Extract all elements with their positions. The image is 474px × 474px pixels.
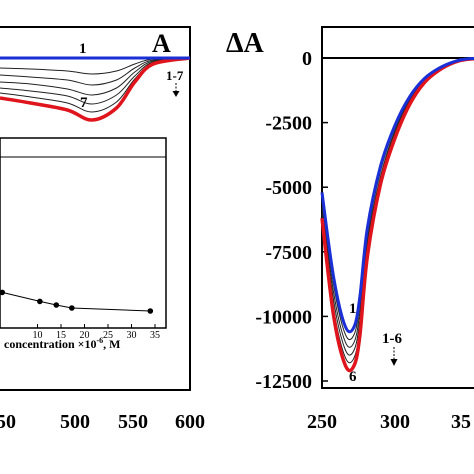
x-tick-label: 550 — [118, 411, 148, 433]
series-5-line — [321, 58, 474, 364]
y-tick-label: -5000 — [265, 177, 312, 199]
change-direction-arrow — [390, 347, 398, 366]
series-3-line — [321, 58, 474, 348]
panel-a-frame — [0, 26, 191, 391]
curve-label-bottom: 7 — [80, 95, 88, 111]
x-tick-label: 300 — [380, 411, 410, 433]
panel-a-series-group — [0, 56, 191, 122]
y-tick-label: -2500 — [265, 113, 312, 135]
series-3-line — [0, 57, 191, 86]
inset-x-axis-label: concentration ×10-6, M — [4, 336, 121, 351]
panel-a: A 1 7 1-7 10 15 20 25 30 35 concentration ×10… — [0, 26, 205, 433]
panel-delta-a-series-group — [320, 56, 474, 373]
inset-x-tick-label: 30 — [127, 330, 137, 341]
series-5-line — [0, 57, 191, 105]
y-tick-label: -7500 — [265, 242, 312, 264]
inset-x-axis-label-unit: , M — [103, 337, 120, 351]
inset-x-ticks: 10 15 20 25 30 35 — [33, 324, 160, 341]
curve-label-bottom: 6 — [349, 369, 357, 385]
inset-data-point — [53, 302, 60, 308]
inset-data-point — [147, 308, 154, 314]
series-4-line — [321, 58, 474, 356]
panel-delta-a-frame — [321, 26, 474, 389]
curve-label-top: 1 — [349, 301, 357, 317]
x-tick-label: 50 — [0, 411, 16, 433]
curve-label-top: 1 — [79, 41, 87, 57]
inset-x-tick-label: 25 — [103, 330, 113, 341]
panel-delta-a-x-ticks: 250 300 35 — [307, 411, 471, 433]
series-4-line — [0, 57, 191, 96]
y-axis-label: ΔA — [226, 28, 265, 59]
x-tick-label: 600 — [175, 411, 205, 433]
panel-a-x-ticks: 50 500 550 600 — [0, 411, 205, 433]
curve-range-label: 1-7 — [166, 68, 184, 83]
series-2-line — [321, 58, 474, 341]
panel-delta-a: ΔA 0-2500-5000-7500-10000-12500 1 6 1-6 … — [226, 26, 474, 433]
curve-range-label: 1-6 — [382, 331, 402, 347]
inset-x-axis-label-exponent: -6 — [97, 336, 104, 345]
x-tick-label: 250 — [307, 411, 337, 433]
series-7-line — [0, 56, 191, 122]
inset-plot: 10 15 20 25 30 35 concentration ×10-6, M — [0, 137, 167, 351]
x-tick-label: 35 — [451, 411, 471, 433]
inset-data-point — [69, 305, 75, 311]
change-direction-arrow — [172, 83, 180, 97]
inset-data-group — [0, 289, 154, 314]
inset-data-point — [0, 289, 6, 296]
y-tick-label: 0 — [302, 48, 312, 70]
inset-data-point — [37, 298, 43, 305]
inset-x-tick-label: 20 — [80, 330, 90, 341]
inset-x-axis-label-main: concentration ×10 — [4, 337, 97, 351]
inset-frame — [0, 137, 167, 329]
x-tick-label: 500 — [60, 411, 90, 433]
inset-x-tick-label: 35 — [150, 330, 160, 341]
series-1-line — [320, 56, 474, 334]
panel-delta-a-y-ticks: 0 -2500 -5000 -7500 -10000 -12500 — [255, 48, 328, 393]
inset-x-tick-label: 15 — [56, 330, 66, 341]
y-tick-label: -10000 — [255, 306, 312, 328]
inset-x-tick-label: 10 — [33, 330, 43, 341]
panel-a-label: A — [152, 29, 171, 58]
y-tick-label: -12500 — [255, 371, 312, 393]
